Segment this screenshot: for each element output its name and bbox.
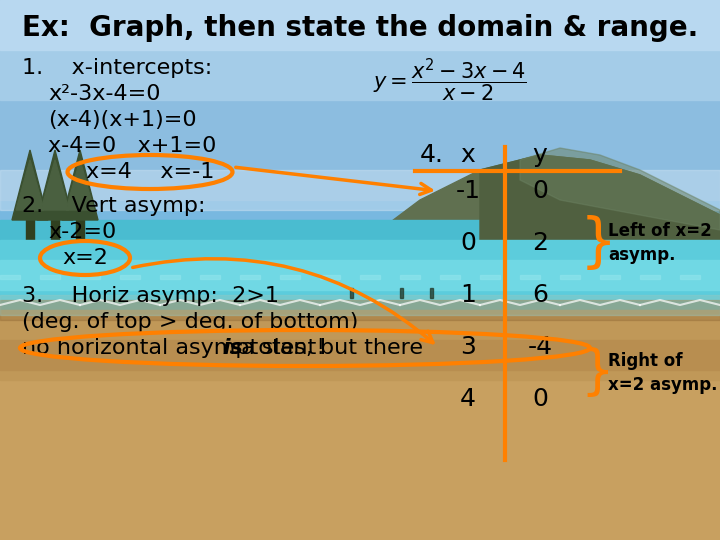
Bar (680, 275, 700, 279)
Bar (0, 275, 20, 279)
Bar (0, 0, 720, 42)
Polygon shape (62, 150, 98, 220)
Bar (0, 200, 720, 242)
Text: 1.    x-intercepts:: 1. x-intercepts: (22, 58, 212, 78)
Bar (280, 275, 300, 279)
Text: 6: 6 (532, 283, 548, 307)
Text: 4: 4 (460, 387, 476, 411)
Text: x²-3x-4=0: x²-3x-4=0 (48, 84, 161, 104)
Text: 0: 0 (532, 179, 548, 203)
Bar (640, 275, 660, 279)
Bar (560, 275, 580, 279)
Bar (0, 0, 720, 50)
Bar (26, 170, 34, 240)
Bar (430, 288, 433, 298)
Bar (0, 160, 720, 202)
Bar (0, 0, 720, 100)
Polygon shape (37, 150, 73, 220)
Bar (0, 240, 720, 300)
Bar (76, 170, 84, 240)
Text: Left of x=2
asymp.: Left of x=2 asymp. (608, 222, 712, 264)
Text: y: y (533, 143, 547, 167)
Text: 4.: 4. (420, 143, 444, 167)
Bar (0, 320, 720, 380)
Bar (40, 275, 60, 279)
Text: (deg. of top > deg. of bottom): (deg. of top > deg. of bottom) (22, 312, 359, 332)
Bar (480, 275, 500, 279)
Bar (0, 80, 720, 122)
Bar (0, 295, 720, 315)
Bar (200, 275, 220, 279)
Bar (120, 275, 140, 279)
Text: x-2=0: x-2=0 (48, 222, 116, 242)
Bar (360, 275, 380, 279)
Bar (0, 310, 720, 540)
Polygon shape (480, 155, 720, 260)
Polygon shape (16, 160, 44, 210)
Bar (400, 288, 403, 298)
Text: }: } (580, 347, 613, 399)
Bar (0, 240, 720, 282)
Text: -1: -1 (456, 179, 480, 203)
Text: -4: -4 (528, 335, 552, 359)
Text: 0: 0 (532, 387, 548, 411)
Text: is: is (222, 338, 243, 358)
Text: 1: 1 (460, 283, 476, 307)
Bar (350, 288, 353, 298)
Text: $y=\dfrac{x^2-3x-4}{x-2}$: $y=\dfrac{x^2-3x-4}{x-2}$ (373, 56, 527, 104)
Text: a slant!: a slant! (234, 338, 325, 358)
Bar (240, 275, 260, 279)
Bar (440, 275, 460, 279)
Text: }: } (580, 214, 617, 272)
Polygon shape (0, 300, 720, 320)
Bar (600, 275, 620, 279)
Text: 3.    Horiz asymp:  2>1: 3. Horiz asymp: 2>1 (22, 286, 279, 306)
Bar (160, 275, 180, 279)
Text: x: x (461, 143, 475, 167)
Bar (80, 275, 100, 279)
Text: 3: 3 (460, 335, 476, 359)
Polygon shape (380, 155, 720, 280)
Text: Right of
x=2 asymp.: Right of x=2 asymp. (608, 352, 718, 394)
Polygon shape (66, 160, 94, 210)
Bar (400, 275, 420, 279)
Text: 0: 0 (460, 231, 476, 255)
Bar (0, 340, 720, 370)
Text: 2: 2 (532, 231, 548, 255)
Bar (520, 275, 540, 279)
Bar (0, 0, 720, 200)
Text: no horizontal asymptotes, but there: no horizontal asymptotes, but there (22, 338, 430, 358)
Text: Ex:  Graph, then state the domain & range.: Ex: Graph, then state the domain & range… (22, 14, 698, 42)
Bar (320, 275, 340, 279)
Bar (0, 120, 720, 162)
Polygon shape (12, 150, 48, 220)
Text: x=2: x=2 (62, 248, 108, 268)
Polygon shape (520, 148, 720, 230)
Polygon shape (41, 160, 69, 210)
Text: x-4=0   x+1=0: x-4=0 x+1=0 (48, 136, 217, 156)
Text: x=4    x=-1: x=4 x=-1 (86, 162, 214, 182)
Text: 2.    Vert asymp:: 2. Vert asymp: (22, 196, 205, 216)
Bar (0, 220, 720, 330)
Text: (x-4)(x+1)=0: (x-4)(x+1)=0 (48, 110, 197, 130)
Bar (0, 170, 720, 210)
Bar (0, 40, 720, 82)
Bar (51, 170, 59, 240)
Bar (0, 260, 720, 290)
